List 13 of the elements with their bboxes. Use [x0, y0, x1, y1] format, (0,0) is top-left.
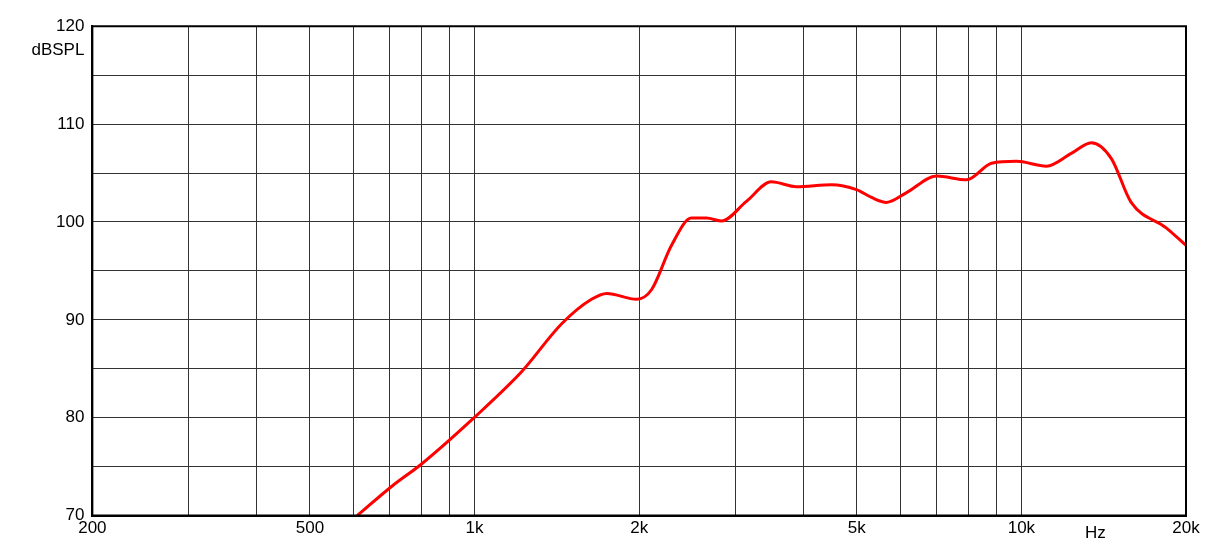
y-tick-label: 110 — [57, 113, 85, 133]
y-tick-label: 90 — [65, 309, 85, 329]
y-tick-label: 120 — [55, 15, 85, 35]
y-axis-title: dBSPL — [31, 40, 85, 60]
x-axis-title: Hz — [1085, 522, 1106, 542]
x-tick-label: 500 — [295, 518, 325, 538]
y-tick-label: 100 — [55, 211, 85, 231]
y-tick-label: 80 — [65, 407, 85, 427]
x-tick-label: 2k — [630, 518, 649, 538]
x-tick-label: 5k — [847, 518, 867, 538]
x-tick-label: 20k — [1172, 518, 1201, 538]
x-tick-label: 10k — [1007, 518, 1036, 538]
x-tick-label: 1k — [465, 518, 485, 538]
